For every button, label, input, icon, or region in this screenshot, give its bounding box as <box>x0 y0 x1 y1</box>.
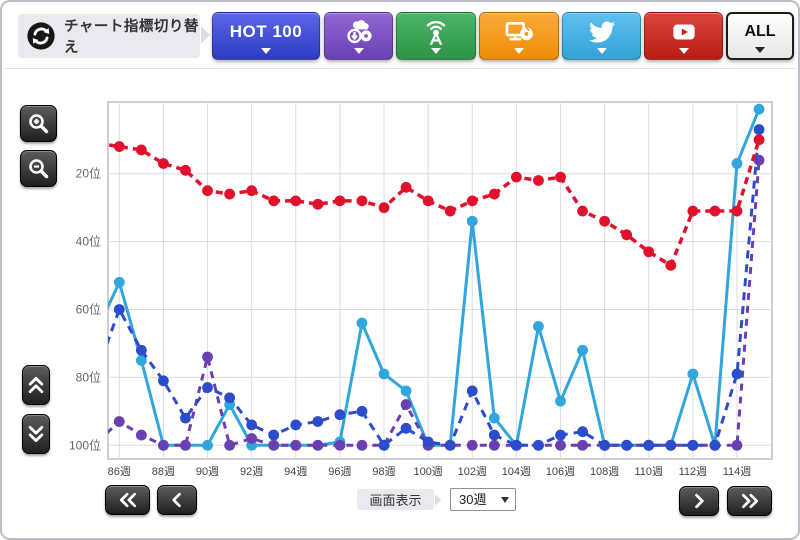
hot100-label: HOT 100 <box>229 21 303 41</box>
svg-text:88週: 88週 <box>152 465 175 478</box>
monitor-cd-icon <box>501 16 537 48</box>
svg-text:100位: 100位 <box>69 437 101 452</box>
double-chevron-right-icon <box>737 491 763 511</box>
svg-text:106週: 106週 <box>546 465 575 478</box>
svg-text:110週: 110週 <box>634 465 663 478</box>
svg-text:96週: 96週 <box>328 465 351 478</box>
zoom-in-icon <box>27 112 51 136</box>
weeks-select[interactable]: 30週 <box>450 488 516 511</box>
scroll-down-button[interactable] <box>22 414 50 454</box>
svg-text:86週: 86週 <box>108 465 131 478</box>
rank-history-chart: 20位 40位 60位 80位 100位 86週 88週 90週 92週 94週 96週 98週 100… <box>69 101 773 478</box>
svg-text:100週: 100週 <box>413 465 442 478</box>
double-chevron-down-icon <box>26 421 46 447</box>
page-next-button[interactable] <box>679 486 719 516</box>
dropdown-caret-icon <box>431 48 441 54</box>
zoom-out-icon <box>27 157 51 181</box>
svg-text:20位: 20位 <box>76 166 101 181</box>
svg-text:102週: 102週 <box>458 465 487 478</box>
dropdown-caret-icon <box>596 48 607 54</box>
svg-text:40位: 40位 <box>76 234 101 249</box>
svg-text:108週: 108週 <box>590 465 619 478</box>
switch-icon <box>26 21 56 51</box>
svg-text:90週: 90週 <box>196 465 219 478</box>
page-prev-button[interactable] <box>157 485 197 515</box>
zoom-out-button[interactable] <box>20 150 57 187</box>
zoom-in-button[interactable] <box>20 105 57 142</box>
twitter-bird-icon <box>587 19 617 45</box>
double-chevron-left-icon <box>115 490 141 510</box>
svg-text:92週: 92週 <box>240 465 263 478</box>
svg-text:114週: 114週 <box>723 465 752 478</box>
dropdown-caret-icon <box>514 48 524 54</box>
dropdown-caret-icon <box>678 48 689 54</box>
double-chevron-up-icon <box>26 372 46 398</box>
label-pointer <box>435 494 441 506</box>
scroll-up-button[interactable] <box>22 365 50 405</box>
page-first-button[interactable] <box>105 485 150 515</box>
lookup-chart-button[interactable] <box>479 12 559 60</box>
page-last-button[interactable] <box>727 486 772 516</box>
dropdown-caret-icon <box>755 47 765 53</box>
dropdown-caret-icon <box>353 48 364 54</box>
chevron-left-icon <box>167 490 187 510</box>
radio-tower-icon <box>420 16 452 48</box>
youtube-chart-button[interactable] <box>644 12 723 60</box>
download-chart-button[interactable] <box>324 12 393 60</box>
header: チャート指標切り替え HOT 100 <box>2 2 798 68</box>
youtube-play-icon <box>667 17 701 47</box>
weeks-select-wrap: 30週 <box>450 488 516 511</box>
chevron-right-icon <box>689 491 709 511</box>
svg-text:98週: 98週 <box>372 465 395 478</box>
header-divider <box>4 68 796 69</box>
svg-text:60位: 60位 <box>76 301 101 316</box>
svg-text:112週: 112週 <box>679 465 708 478</box>
svg-text:104週: 104週 <box>502 465 531 478</box>
hot100-chart-button[interactable]: HOT 100 <box>212 12 320 60</box>
label-pointer <box>201 26 210 44</box>
cloud-download-cd-icon <box>342 16 376 48</box>
dropdown-caret-icon <box>261 48 271 54</box>
all-chart-button[interactable]: ALL <box>726 12 794 60</box>
chart-switch-label: チャート指標切り替え <box>18 14 200 58</box>
chart-switch-label-text: チャート指標切り替え <box>64 19 199 56</box>
all-label: ALL <box>744 22 776 40</box>
display-span-label: 画面表示 <box>357 489 434 510</box>
twitter-chart-button[interactable] <box>562 12 641 60</box>
radio-chart-button[interactable] <box>396 12 476 60</box>
svg-text:94週: 94週 <box>284 465 307 478</box>
svg-text:80位: 80位 <box>76 369 101 384</box>
